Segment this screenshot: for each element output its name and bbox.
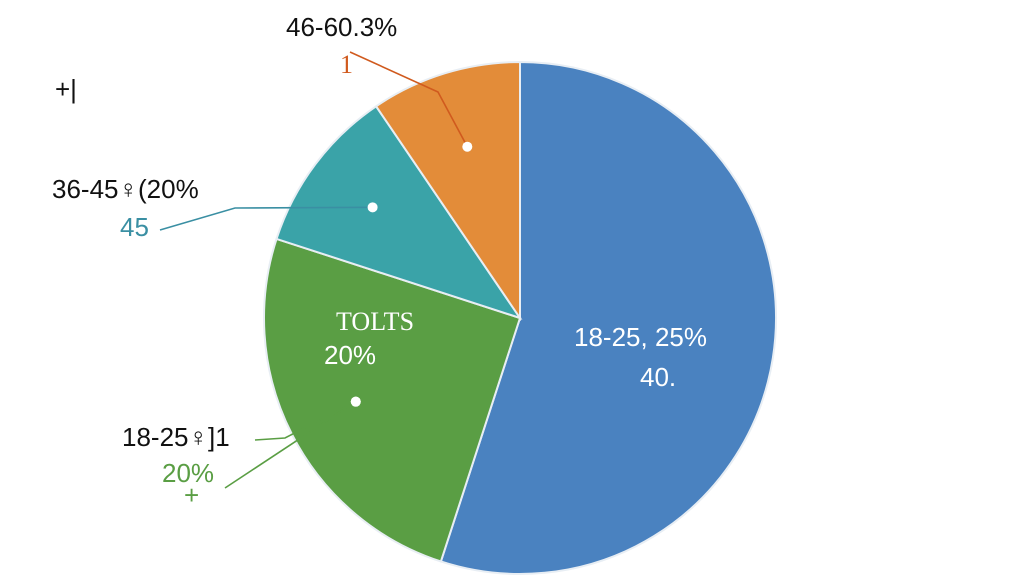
slice-sublabel-18-25-outer: 20% xyxy=(162,458,214,488)
slice-inner-label-18-25: 18-25, 25% xyxy=(574,322,707,352)
slice-label-46-60: 46-60.3% xyxy=(286,12,397,42)
slice-sublabel-36-45: 45 xyxy=(120,212,149,242)
slice-label-36-45: 36-45♀(20% xyxy=(52,174,199,204)
leader-18-25-alt xyxy=(224,401,357,489)
leader-46-60 xyxy=(349,51,469,148)
slice-inner-label-tolts: TOLTS xyxy=(336,307,414,336)
slice-inner-value-tolts: 20% xyxy=(324,340,376,370)
slice-36-45-teal xyxy=(275,104,523,320)
leader-dot xyxy=(350,396,361,407)
leader-dot xyxy=(367,202,378,213)
corner-mark: +| xyxy=(55,74,77,104)
leader-dot xyxy=(462,141,473,152)
slice-label-18-25-outer: 18-25♀]1 xyxy=(122,422,230,452)
slice-mark-18-25-outer: + xyxy=(184,480,199,510)
slice-sublabel-46-60: 1 xyxy=(340,50,353,79)
slice-46-60-orange xyxy=(374,60,521,322)
leader-lines xyxy=(159,51,473,489)
slice-18-25-blue xyxy=(439,60,777,575)
leader-36-45 xyxy=(159,206,373,231)
leader-18-25 xyxy=(254,400,357,441)
pie-slices xyxy=(263,60,777,575)
slice-inner-value-18-25: 40. xyxy=(640,362,676,392)
